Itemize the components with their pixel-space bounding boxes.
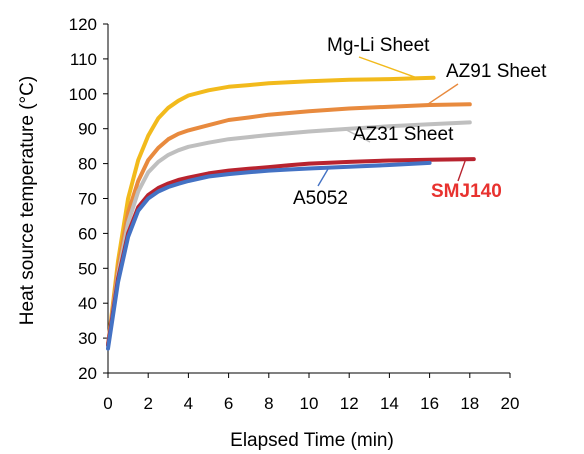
series-line-smj140 bbox=[106, 157, 476, 348]
x-tick-label: 20 bbox=[501, 394, 520, 413]
y-tick-label: 60 bbox=[78, 224, 97, 243]
y-tick-label: 70 bbox=[78, 190, 97, 209]
x-tick-label: 2 bbox=[143, 394, 152, 413]
y-tick-label: 90 bbox=[78, 120, 97, 139]
annotation-label: A5052 bbox=[293, 188, 348, 209]
y-tick-label: 20 bbox=[78, 364, 97, 383]
y-tick-label: 40 bbox=[78, 294, 97, 313]
x-tick-label: 6 bbox=[224, 394, 233, 413]
series-line-a5052 bbox=[106, 160, 432, 351]
y-axis-title: Heat source temperature (°C) bbox=[17, 76, 38, 325]
x-tick-label: 14 bbox=[380, 394, 399, 413]
x-axis-title: Elapsed Time (min) bbox=[230, 430, 394, 451]
annotation-label: AZ91 Sheet bbox=[446, 61, 547, 82]
annotation-label: SMJ140 bbox=[431, 181, 502, 202]
x-tick-label: 18 bbox=[460, 394, 479, 413]
y-tick-label: 100 bbox=[69, 85, 97, 104]
y-tick-label: 110 bbox=[70, 50, 97, 69]
axes: 20 30 40 50 60 70 80 90 100 110 120 0 2 4 6 8 10 12 14 16 18… bbox=[69, 15, 520, 413]
series-lines bbox=[106, 75, 476, 351]
x-tick-label: 4 bbox=[184, 394, 193, 413]
annotation-leader-line bbox=[358, 56, 420, 80]
x-tick-label: 8 bbox=[264, 394, 273, 413]
annotation-label: AZ31 Sheet bbox=[353, 124, 454, 145]
series-line-mg-li-sheet bbox=[106, 75, 436, 348]
y-tick-label: 80 bbox=[78, 155, 97, 174]
annotation-leader-line bbox=[317, 166, 330, 187]
annotation-leader-line bbox=[344, 128, 371, 143]
y-tick-label: 30 bbox=[78, 329, 97, 348]
series-line-az31-sheet bbox=[106, 120, 472, 348]
y-tick-label: 50 bbox=[78, 259, 97, 278]
x-tick-label: 16 bbox=[420, 394, 439, 413]
y-tick-label: 120 bbox=[69, 15, 97, 34]
annotation-leader-line bbox=[425, 83, 459, 107]
annotation-leader-line bbox=[457, 158, 467, 182]
series-line-az91-sheet bbox=[106, 102, 472, 348]
x-tick-label: 0 bbox=[103, 394, 112, 413]
x-tick-label: 12 bbox=[340, 394, 359, 413]
x-tick-label: 10 bbox=[300, 394, 319, 413]
annotation-label: Mg-Li Sheet bbox=[327, 35, 430, 56]
series-annotations: Mg-Li Sheet AZ91 Sheet AZ31 Sheet SMJ140 A50… bbox=[293, 35, 547, 209]
